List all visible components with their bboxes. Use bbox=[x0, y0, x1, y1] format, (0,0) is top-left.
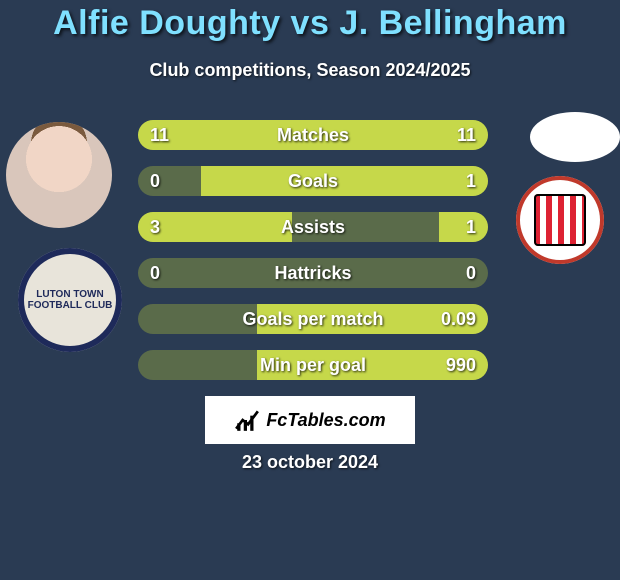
chart-icon bbox=[234, 407, 260, 433]
club-badge-right bbox=[516, 176, 604, 264]
stats-bars: Matches1111Goals01Assists31Hattricks00Go… bbox=[138, 120, 488, 396]
page-title: Alfie Doughty vs J. Bellingham bbox=[0, 4, 620, 43]
player-left-avatar bbox=[6, 122, 112, 228]
stat-value-right: 990 bbox=[434, 350, 488, 380]
stat-row: Goals per match0.09 bbox=[138, 304, 488, 334]
stat-value-right: 1 bbox=[454, 212, 488, 242]
stat-value-left: 0 bbox=[138, 258, 172, 288]
face-placeholder-icon bbox=[6, 122, 112, 228]
stat-value-left: 3 bbox=[138, 212, 172, 242]
date-text: 23 october 2024 bbox=[0, 452, 620, 473]
stat-row: Min per goal990 bbox=[138, 350, 488, 380]
stat-row: Goals0 1 bbox=[138, 166, 488, 196]
stat-row: Hattricks0 0 bbox=[138, 258, 488, 288]
brand-badge: FcTables.com bbox=[205, 396, 415, 444]
stat-label: Assists bbox=[138, 212, 488, 242]
club-badge-left: LUTON TOWN FOOTBALL CLUB bbox=[18, 248, 122, 352]
stat-value-right: 11 bbox=[445, 120, 488, 150]
stat-label: Hattricks bbox=[138, 258, 488, 288]
stat-value-right: 0 bbox=[454, 258, 488, 288]
comparison-infographic: Alfie Doughty vs J. Bellingham Club comp… bbox=[0, 0, 620, 580]
stat-label: Goals bbox=[138, 166, 488, 196]
stat-value-left: 11 bbox=[138, 120, 181, 150]
stat-value-right: 1 bbox=[454, 166, 488, 196]
safc-stripes-icon bbox=[534, 194, 587, 247]
player-right-avatar bbox=[530, 112, 620, 162]
stat-label: Matches bbox=[138, 120, 488, 150]
stat-value-right: 0.09 bbox=[429, 304, 488, 334]
club-badge-left-text: LUTON TOWN FOOTBALL CLUB bbox=[18, 289, 122, 311]
subtitle: Club competitions, Season 2024/2025 bbox=[0, 60, 620, 81]
stat-value-left bbox=[138, 350, 162, 380]
stat-row: Matches11 11 bbox=[138, 120, 488, 150]
stat-value-left: 0 bbox=[138, 166, 172, 196]
stat-row: Assists3 1 bbox=[138, 212, 488, 242]
stat-value-left bbox=[138, 304, 162, 334]
brand-text: FcTables.com bbox=[266, 410, 385, 431]
